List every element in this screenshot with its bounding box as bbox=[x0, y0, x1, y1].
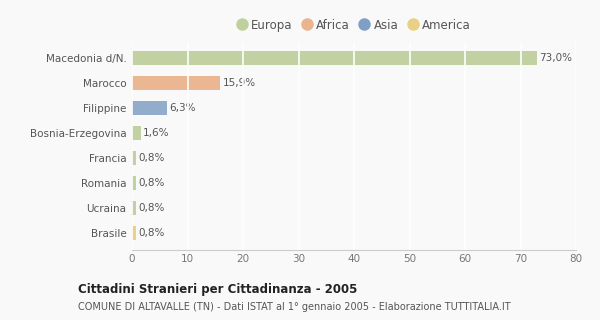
Bar bbox=[132, 226, 136, 240]
Bar bbox=[132, 176, 136, 190]
Text: 0,8%: 0,8% bbox=[139, 203, 165, 213]
Text: COMUNE DI ALTAVALLE (TN) - Dati ISTAT al 1° gennaio 2005 - Elaborazione TUTTITAL: COMUNE DI ALTAVALLE (TN) - Dati ISTAT al… bbox=[78, 302, 511, 312]
Text: 1,6%: 1,6% bbox=[143, 128, 170, 138]
Bar bbox=[132, 201, 136, 215]
Text: 6,3%: 6,3% bbox=[169, 103, 196, 113]
Legend: Europa, Africa, Asia, America: Europa, Africa, Asia, America bbox=[232, 14, 476, 37]
Bar bbox=[132, 126, 141, 140]
Text: 15,9%: 15,9% bbox=[223, 78, 256, 88]
Text: 0,8%: 0,8% bbox=[139, 178, 165, 188]
Text: 0,8%: 0,8% bbox=[139, 228, 165, 238]
Bar bbox=[132, 101, 167, 115]
Bar bbox=[132, 151, 136, 165]
Text: Cittadini Stranieri per Cittadinanza - 2005: Cittadini Stranieri per Cittadinanza - 2… bbox=[78, 283, 358, 296]
Text: 73,0%: 73,0% bbox=[539, 53, 572, 63]
Text: 0,8%: 0,8% bbox=[139, 153, 165, 163]
Bar bbox=[132, 51, 537, 65]
Bar bbox=[132, 76, 220, 90]
